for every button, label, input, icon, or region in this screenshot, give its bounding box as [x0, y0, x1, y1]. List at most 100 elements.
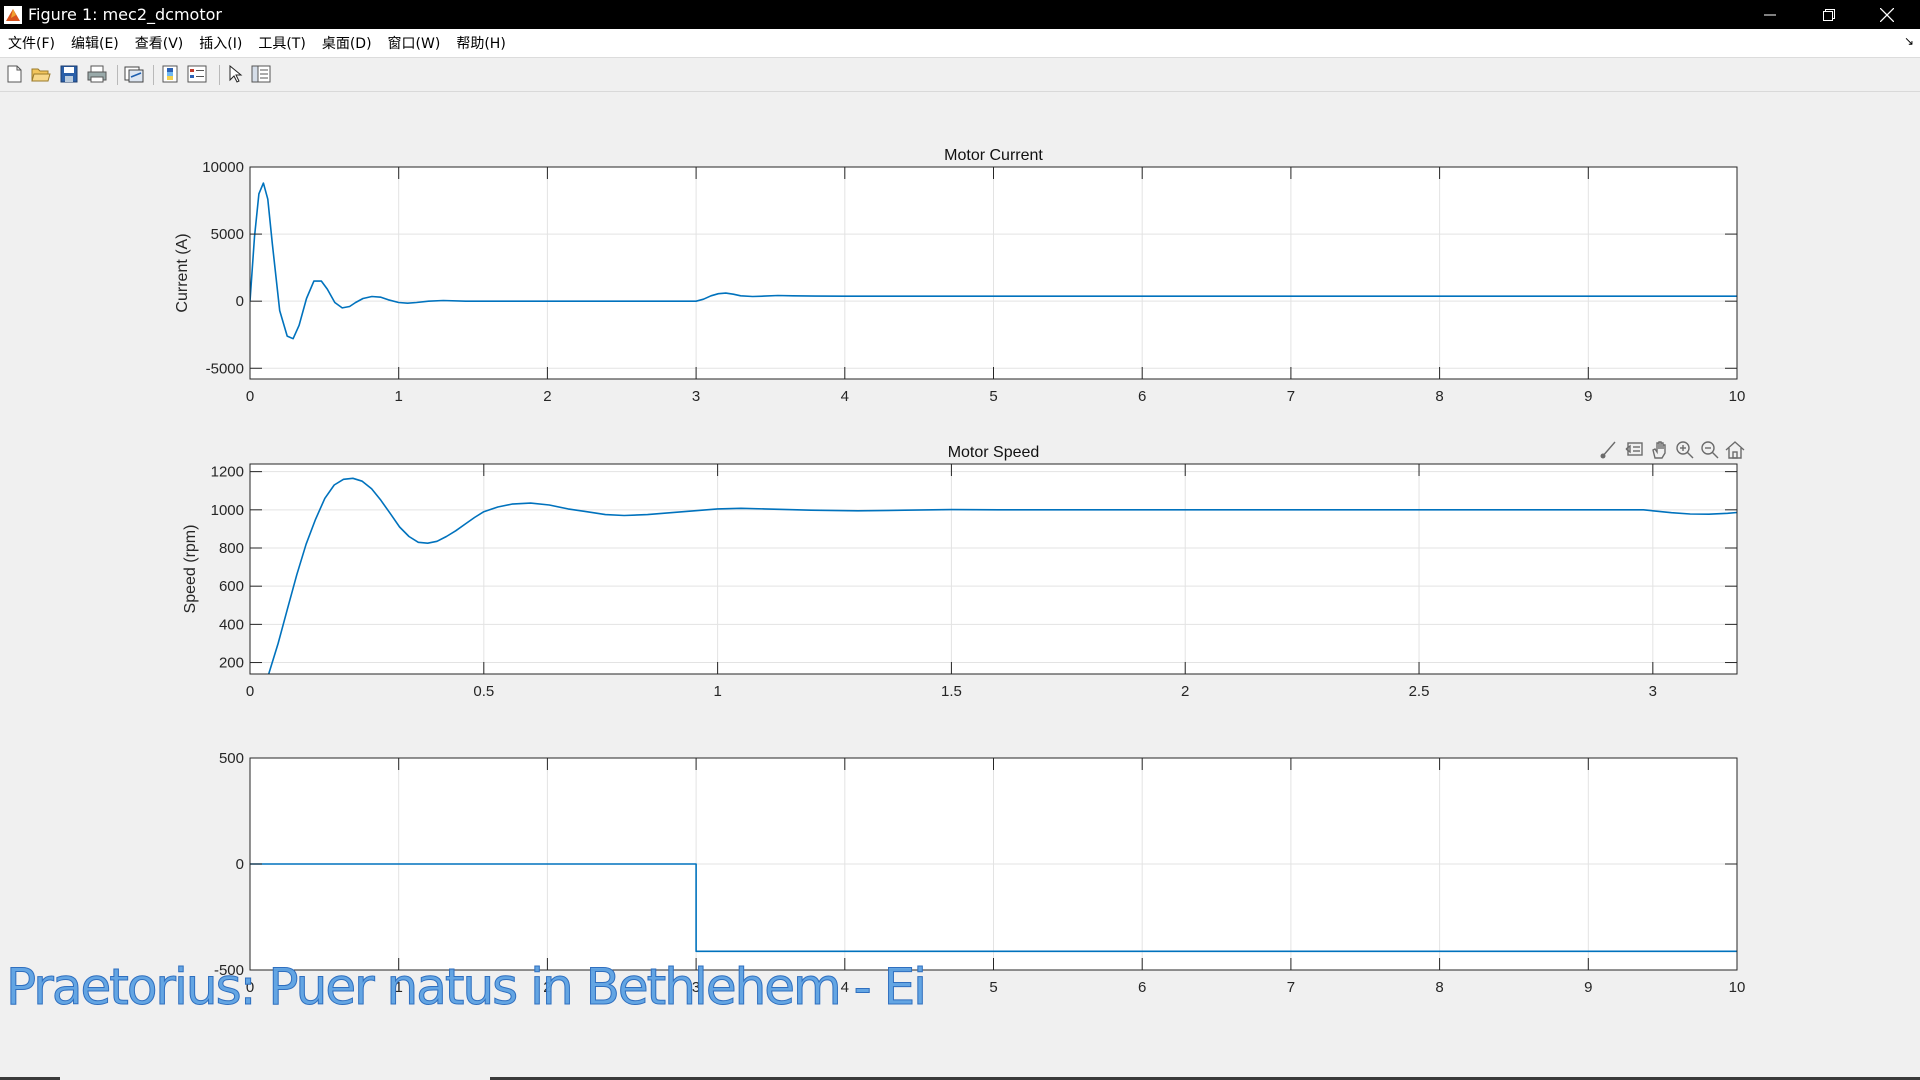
series-line: [267, 477, 1737, 674]
link-plot-button[interactable]: [123, 63, 145, 85]
y-tick-label: 0: [236, 856, 244, 873]
series-line: [250, 182, 1737, 340]
close-button[interactable]: [1858, 0, 1916, 29]
save-button[interactable]: [58, 63, 80, 85]
zoom-out-icon[interactable]: [1701, 441, 1719, 459]
menu-window[interactable]: 窗口(W): [387, 36, 441, 52]
menu-bar: 文件(F) 编辑(E) 查看(V) 插入(I) 工具(T) 桌面(D) 窗口(W…: [0, 29, 1920, 58]
save-icon: [60, 65, 78, 83]
x-tick-label: 10: [1729, 388, 1746, 405]
menu-file[interactable]: 文件(F): [8, 36, 55, 52]
y-tick-label: 1200: [211, 464, 244, 481]
y-tick-label: 10000: [202, 159, 244, 176]
y-tick-label: 0: [236, 293, 244, 310]
x-tick-label: 3: [692, 979, 700, 996]
menu-help[interactable]: 帮助(H): [456, 36, 506, 52]
x-tick-label: 7: [1287, 979, 1295, 996]
x-tick-label: 5: [989, 979, 997, 996]
plot-area: [250, 464, 1737, 674]
menubar-expand-icon[interactable]: ↘: [1903, 34, 1914, 48]
edit-plot-icon: [229, 65, 243, 83]
x-tick-label: 2: [1181, 683, 1189, 700]
y-tick-label: 600: [219, 578, 244, 595]
menu-view[interactable]: 查看(V): [134, 36, 184, 52]
x-tick-label: 0: [246, 388, 254, 405]
x-tick-label: 1: [395, 979, 403, 996]
x-tick-label: 0: [246, 683, 254, 700]
x-tick-label: 10: [1729, 979, 1746, 996]
bottom-border: [0, 1077, 60, 1080]
matlab-icon: [4, 5, 22, 24]
insert-colorbar-icon: [162, 65, 178, 83]
y-tick-label: 5000: [211, 226, 244, 243]
y-tick-label: 200: [219, 655, 244, 672]
x-tick-label: 5: [989, 388, 997, 405]
x-tick-label: 9: [1584, 388, 1592, 405]
pan-icon[interactable]: [1652, 441, 1666, 459]
window-titlebar: Figure 1: mec2_dcmotor: [0, 0, 1920, 29]
x-tick-label: 1: [713, 683, 721, 700]
watermark-text: Praetorius: Puer natus in Bethlehem - Ei: [5, 958, 927, 1017]
x-tick-label: 6: [1138, 388, 1146, 405]
window-title: Figure 1: mec2_dcmotor: [28, 5, 222, 24]
insert-colorbar-button[interactable]: [159, 63, 181, 85]
open-file-icon: [31, 68, 51, 82]
x-tick-label: 7: [1287, 388, 1295, 405]
bottom-border: [490, 1077, 1920, 1080]
insert-legend-button[interactable]: [186, 63, 208, 85]
close-icon: [1880, 7, 1894, 22]
x-tick-label: 9: [1584, 979, 1592, 996]
x-tick-label: 3: [692, 388, 700, 405]
y-tick-label: 500: [219, 750, 244, 767]
y-tick-label: -5000: [206, 360, 244, 377]
x-tick-label: 8: [1435, 388, 1443, 405]
property-inspector-icon: [251, 65, 271, 83]
toolbar-separator: [219, 65, 220, 85]
property-inspector-button[interactable]: [250, 63, 272, 85]
restore-view-icon[interactable]: [1725, 441, 1745, 459]
y-tick-label: 400: [219, 616, 244, 633]
minimize-icon: [1764, 14, 1776, 15]
chart-title: Motor Current: [944, 147, 1043, 164]
restore-icon: [1823, 8, 1835, 21]
y-tick-label: -500: [214, 962, 244, 979]
figure-toolbar: [0, 58, 1920, 92]
x-tick-label: 1: [395, 388, 403, 405]
menu-desktop[interactable]: 桌面(D): [321, 36, 372, 52]
toolbar-separator: [153, 65, 154, 85]
menu-edit[interactable]: 编辑(E): [70, 36, 119, 52]
x-tick-label: 8: [1435, 979, 1443, 996]
x-tick-label: 2: [543, 388, 551, 405]
x-tick-label: 4: [841, 979, 849, 996]
menu-insert[interactable]: 插入(I): [199, 36, 243, 52]
brush-icon[interactable]: [1600, 441, 1616, 459]
edit-plot-button[interactable]: [224, 63, 246, 85]
restore-button[interactable]: [1800, 0, 1858, 29]
print-icon: [87, 65, 107, 83]
x-tick-label: 6: [1138, 979, 1146, 996]
x-tick-label: 1.5: [941, 683, 962, 700]
open-file-button[interactable]: [30, 63, 52, 85]
x-tick-label: 2: [543, 979, 551, 996]
data-tips-icon[interactable]: [1625, 442, 1643, 456]
axes-motor-speed[interactable]: 0 0.5 1 1.5 2 2.5 3 200 400 600 800 1000 1200 Motor S…: [182, 444, 1738, 700]
x-tick-label: 2.5: [1409, 683, 1430, 700]
x-tick-label: 3: [1649, 683, 1657, 700]
x-tick-label: 0.5: [473, 683, 494, 700]
series-line: [250, 863, 1737, 953]
insert-legend-icon: [187, 65, 207, 83]
print-button[interactable]: [86, 63, 108, 85]
x-tick-label: 0: [246, 979, 254, 996]
minimize-button[interactable]: [1741, 0, 1799, 29]
y-tick-label: 1000: [211, 502, 244, 519]
zoom-in-icon[interactable]: [1676, 441, 1694, 459]
link-plot-icon: [124, 66, 144, 83]
menu-tools[interactable]: 工具(T): [258, 36, 306, 52]
y-tick-label: 800: [219, 540, 244, 557]
new-figure-button[interactable]: [3, 63, 25, 85]
axes-toolbar: [1600, 441, 1745, 459]
y-axis-label: Current (A): [174, 233, 191, 312]
